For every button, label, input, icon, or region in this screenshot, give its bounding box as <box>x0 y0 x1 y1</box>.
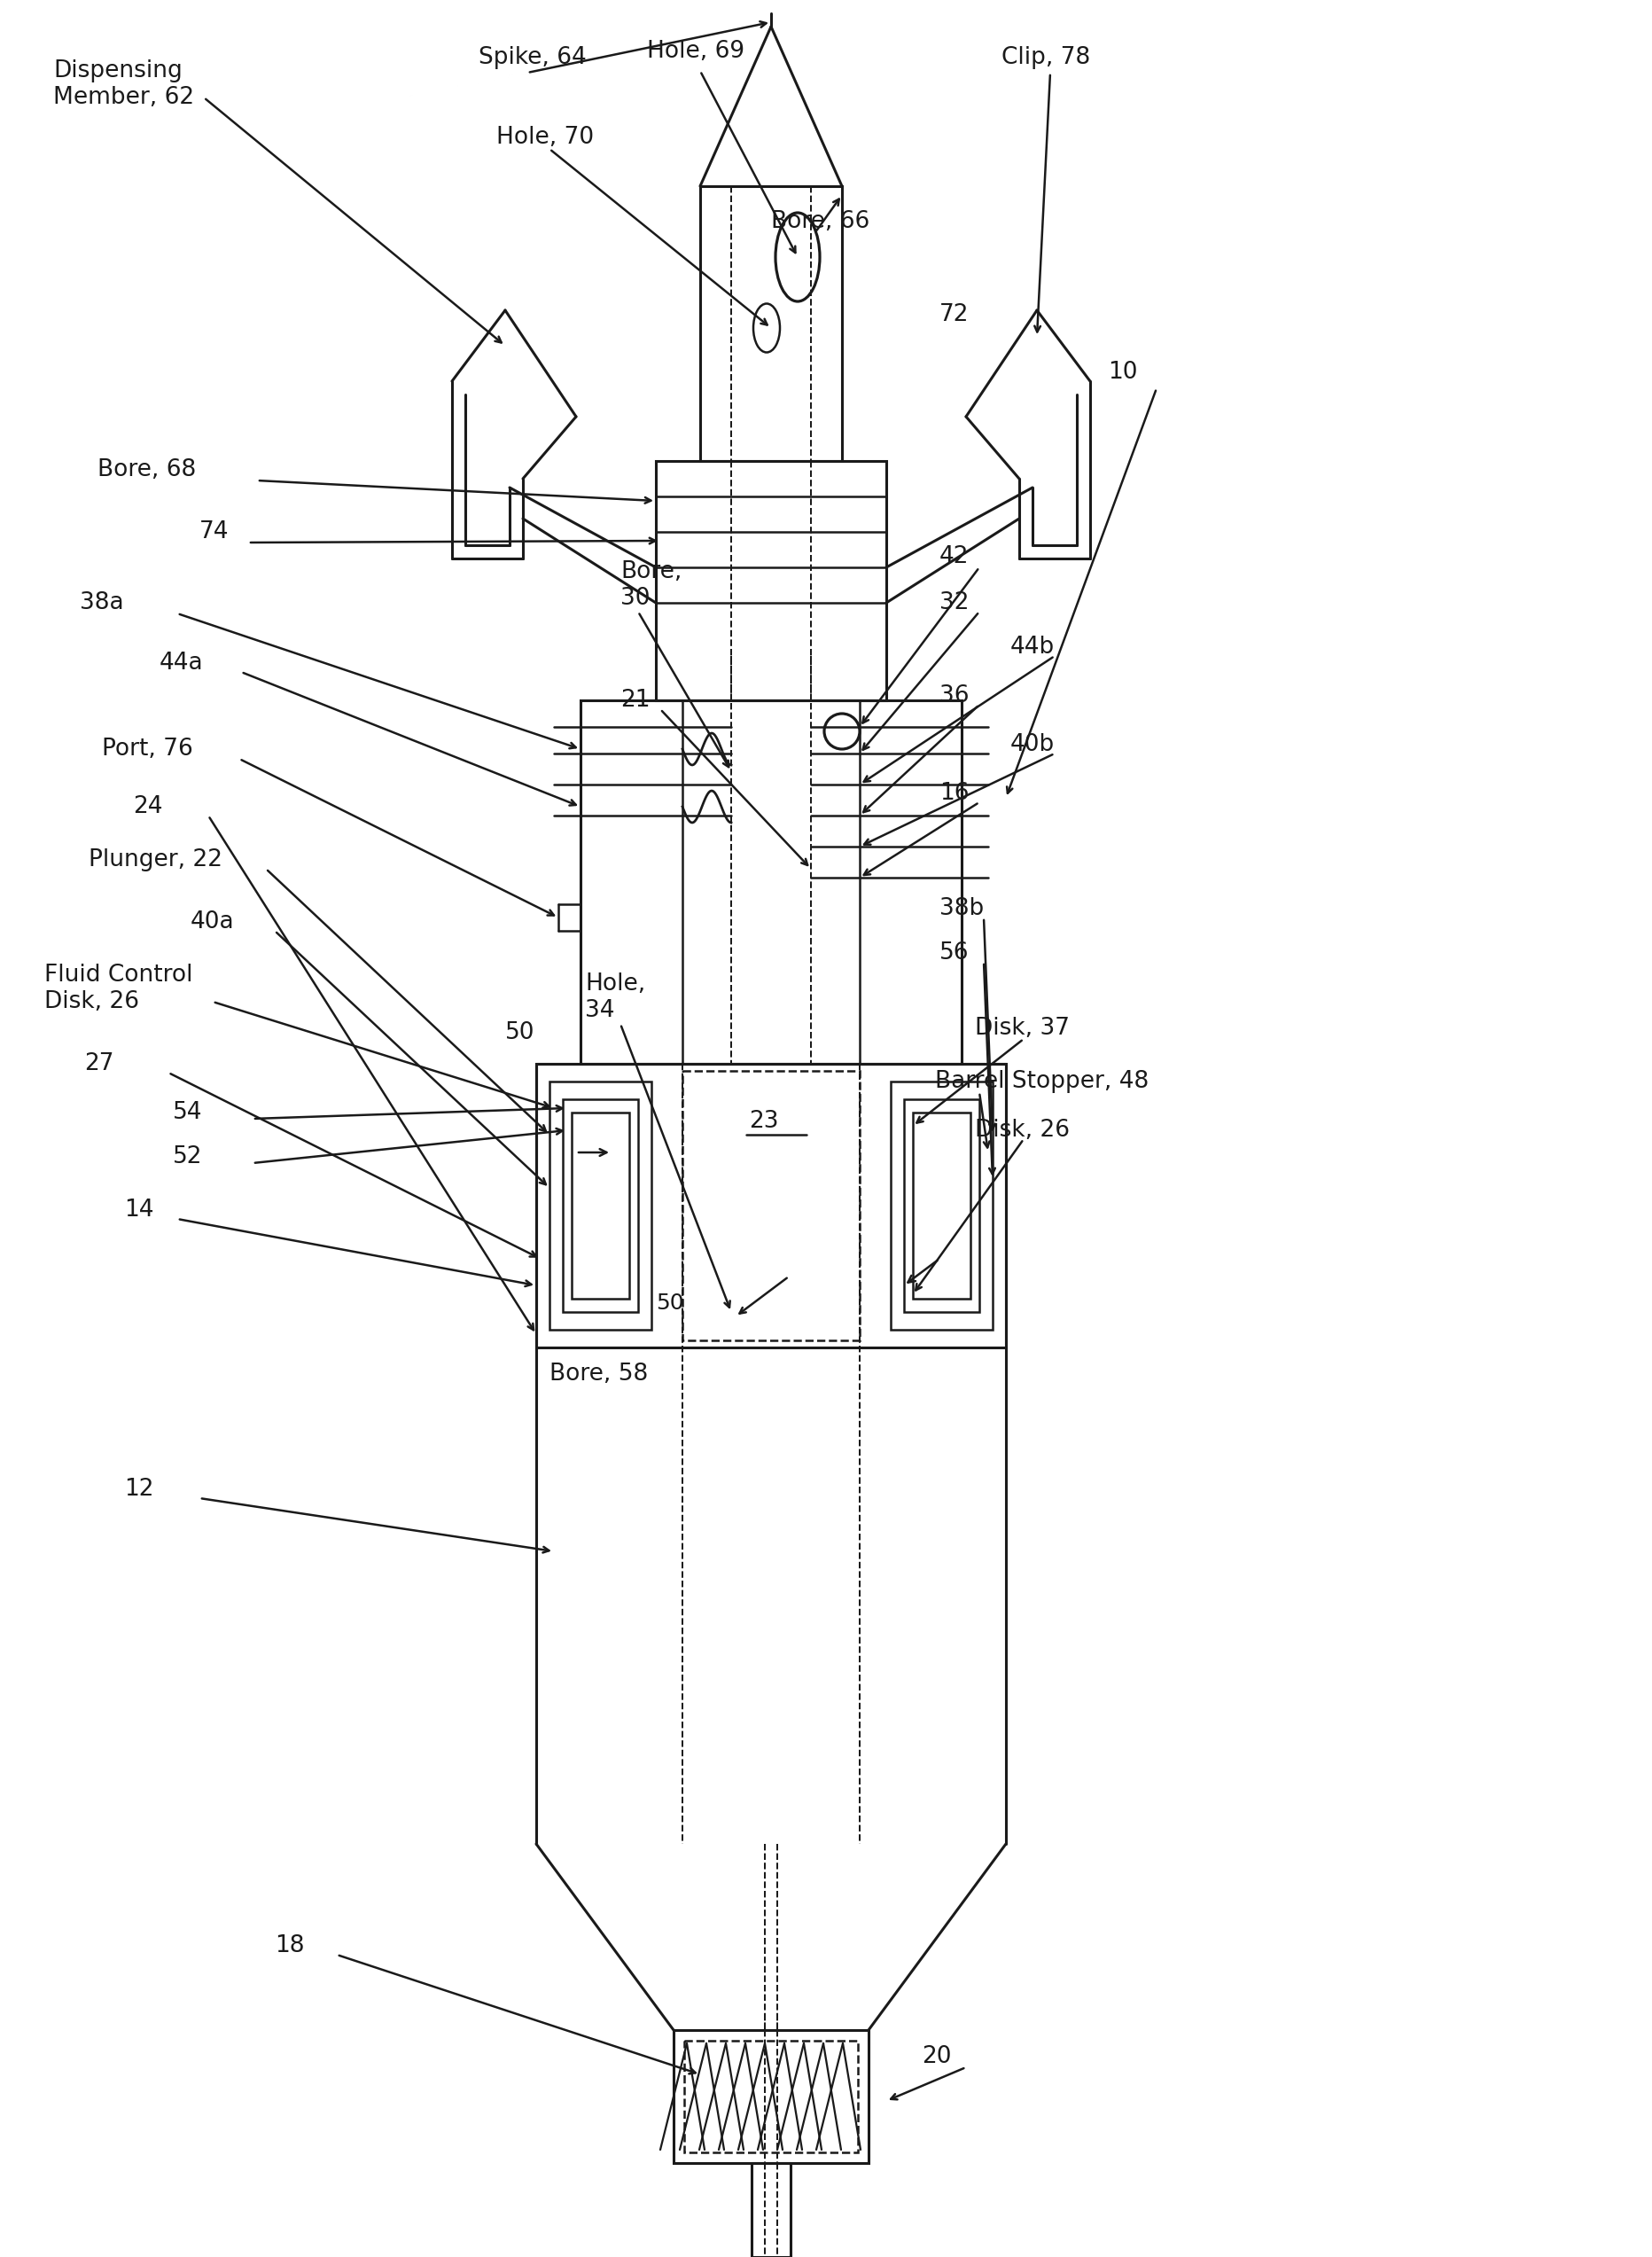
Text: 52: 52 <box>173 1144 203 1169</box>
Text: Plunger, 22: Plunger, 22 <box>89 849 223 871</box>
Text: 23: 23 <box>748 1110 778 1133</box>
Text: Fluid Control
Disk, 26: Fluid Control Disk, 26 <box>45 964 193 1013</box>
Text: 56: 56 <box>940 941 970 964</box>
Text: 10: 10 <box>1108 361 1138 384</box>
Text: 50: 50 <box>506 1020 535 1045</box>
Text: 44b: 44b <box>1011 636 1056 659</box>
Bar <box>580 700 961 1063</box>
Text: Port, 76: Port, 76 <box>102 738 193 761</box>
Text: Hole, 69: Hole, 69 <box>648 41 745 63</box>
Text: 38b: 38b <box>940 896 985 921</box>
Text: 24: 24 <box>132 794 162 819</box>
Text: 38a: 38a <box>79 591 124 614</box>
Text: 40a: 40a <box>190 910 235 934</box>
Text: Barrel Stopper, 48: Barrel Stopper, 48 <box>935 1070 1148 1092</box>
Bar <box>537 1063 1006 1347</box>
Bar <box>684 2040 857 2153</box>
Text: Disk, 37: Disk, 37 <box>975 1018 1070 1040</box>
Text: Bore, 68: Bore, 68 <box>97 458 197 481</box>
Text: 36: 36 <box>940 684 970 706</box>
Text: Bore, 58: Bore, 58 <box>550 1363 648 1386</box>
Bar <box>904 1099 980 1311</box>
Text: 72: 72 <box>940 302 970 327</box>
Text: 44a: 44a <box>160 652 203 675</box>
Text: 42: 42 <box>940 546 970 569</box>
Bar <box>914 1113 970 1298</box>
Bar <box>700 185 843 460</box>
Bar <box>563 1099 638 1311</box>
Text: Hole,
34: Hole, 34 <box>585 973 646 1022</box>
Text: Spike, 64: Spike, 64 <box>479 45 586 70</box>
Bar <box>572 1113 629 1298</box>
Bar <box>890 1081 993 1329</box>
Text: 27: 27 <box>84 1052 114 1074</box>
Text: Disk, 26: Disk, 26 <box>975 1119 1070 1142</box>
Text: 50: 50 <box>656 1293 684 1314</box>
Text: Dispensing
Member, 62: Dispensing Member, 62 <box>53 59 195 108</box>
Text: 18: 18 <box>274 1934 304 1957</box>
Text: 16: 16 <box>940 781 970 806</box>
Text: 21: 21 <box>621 688 651 711</box>
Bar <box>656 460 885 700</box>
Bar <box>550 1081 651 1329</box>
Bar <box>682 1070 859 1341</box>
Bar <box>674 2029 869 2162</box>
Text: 74: 74 <box>200 521 230 544</box>
Text: 12: 12 <box>124 1478 154 1501</box>
Text: Bore, 66: Bore, 66 <box>771 210 869 232</box>
Text: 32: 32 <box>940 591 970 614</box>
Text: 54: 54 <box>173 1101 203 1124</box>
Text: Hole, 70: Hole, 70 <box>496 126 595 149</box>
Text: Bore,
30: Bore, 30 <box>621 560 682 609</box>
Text: 14: 14 <box>124 1198 154 1221</box>
Text: 40b: 40b <box>1011 734 1056 756</box>
Text: Clip, 78: Clip, 78 <box>1001 45 1090 70</box>
Text: 20: 20 <box>922 2045 952 2067</box>
